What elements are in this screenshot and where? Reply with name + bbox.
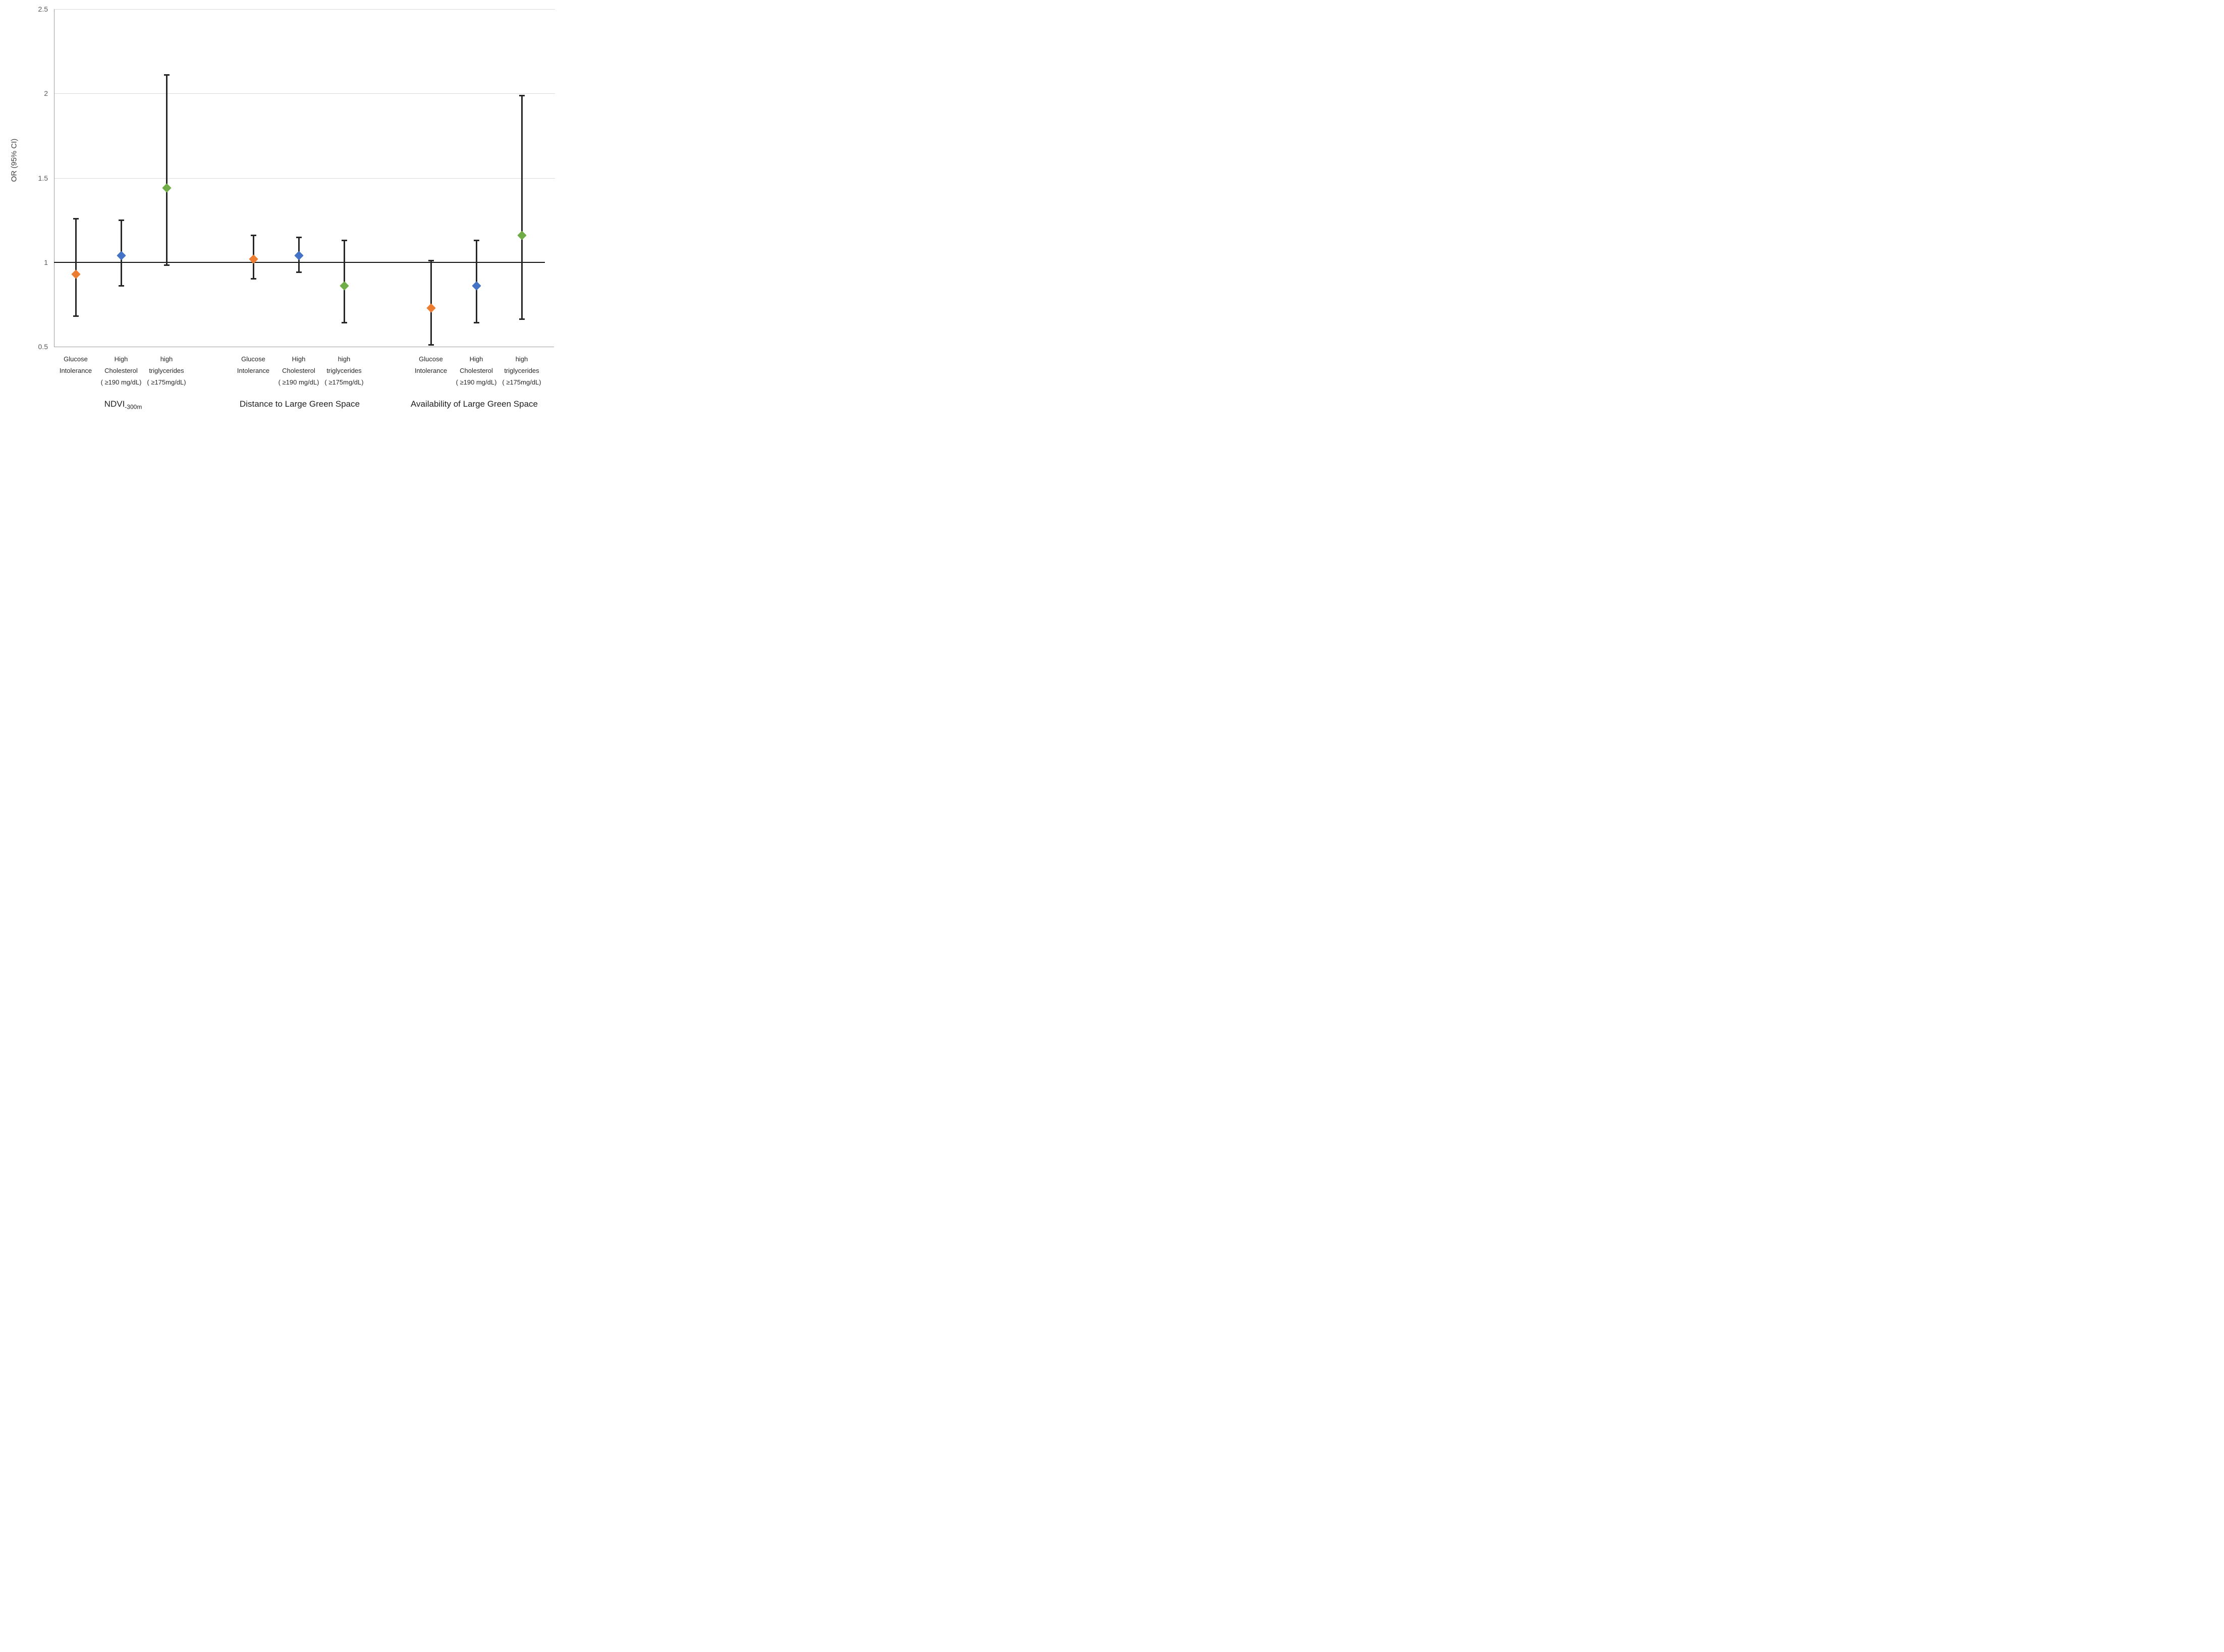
y-tick-label: 2.5 xyxy=(38,5,48,13)
error-bar-cap-top xyxy=(342,240,347,242)
category-label-line: triglycerides xyxy=(504,367,539,374)
category-label-line: Intolerance xyxy=(59,367,92,374)
category-label: Glucose Intolerance xyxy=(224,353,283,376)
category-label-line: ( ≥190 mg/dL) xyxy=(100,378,142,386)
category-label: High Cholesterol ( ≥190 mg/dL) xyxy=(447,353,506,388)
category-label-line: triglycerides xyxy=(149,367,184,374)
error-bar-cap-top xyxy=(519,94,525,96)
error-bar-cap-bottom xyxy=(73,315,79,317)
category-label-line: ( ≥175mg/dL) xyxy=(502,378,541,386)
error-bar-cap-top xyxy=(251,235,256,237)
group-axis-label: Distance to Large Green Space xyxy=(214,399,385,409)
error-bar xyxy=(75,218,77,316)
category-label-line: Glucose xyxy=(241,355,265,363)
error-bar-cap-bottom xyxy=(164,264,170,266)
category-label: High Cholesterol ( ≥190 mg/dL) xyxy=(269,353,328,388)
y-tick-label: 0.5 xyxy=(38,343,48,351)
or-marker-diamond xyxy=(161,183,172,193)
category-label: High Cholesterol ( ≥190 mg/dL) xyxy=(91,353,151,388)
category-label-line: Glucose xyxy=(419,355,443,363)
error-bar xyxy=(166,75,168,266)
forest-plot-figure: OR (95% CI) 2.5 2 1.5 1 0.5 Glucose Intoleranc… xyxy=(0,0,556,413)
error-bar-cap-top xyxy=(119,219,124,222)
error-bar-cap-top xyxy=(428,260,434,262)
y-tick-label: 2 xyxy=(44,89,48,98)
category-label: Glucose Intolerance xyxy=(401,353,461,376)
error-bar-cap-top xyxy=(73,217,79,219)
category-label-line: Cholesterol xyxy=(282,367,315,374)
error-bar-cap-bottom xyxy=(251,278,256,280)
error-bar-cap-top xyxy=(296,236,302,238)
group-axis-label-text: Availability of Large Green Space xyxy=(410,399,538,409)
error-bar-cap-bottom xyxy=(342,322,347,324)
gridline xyxy=(54,178,555,179)
or-marker-diamond xyxy=(116,251,126,260)
group-axis-label-subscript: -300m xyxy=(125,403,142,411)
category-label: high triglycerides ( ≥175mg/dL) xyxy=(492,353,551,388)
or-marker-diamond xyxy=(426,303,436,313)
error-bar-cap-bottom xyxy=(519,318,525,320)
category-label-line: High xyxy=(469,355,483,363)
category-label-line: High xyxy=(292,355,306,363)
gridline xyxy=(54,93,555,94)
plot-area: 2.5 2 1.5 1 0.5 Glucose Intolerance High Cholest… xyxy=(0,0,556,413)
category-label-line: triglycerides xyxy=(326,367,362,374)
category-label-line: ( ≥175mg/dL) xyxy=(147,378,186,386)
category-label-line: ( ≥190 mg/dL) xyxy=(278,378,319,386)
category-label-line: Cholesterol xyxy=(104,367,138,374)
category-label: high triglycerides ( ≥175mg/dL) xyxy=(314,353,374,388)
category-label-line: Intolerance xyxy=(237,367,270,374)
category-label-line: Glucose xyxy=(64,355,88,363)
or-marker-diamond xyxy=(339,281,349,291)
group-axis-label-text: Distance to Large Green Space xyxy=(239,399,360,409)
y-tick-label: 1.5 xyxy=(38,174,48,182)
category-label-line: ( ≥190 mg/dL) xyxy=(456,378,497,386)
category-label-line: High xyxy=(114,355,128,363)
group-axis-label-text: NDVI xyxy=(104,399,125,409)
or-marker-diamond xyxy=(471,281,481,291)
category-label-line: Cholesterol xyxy=(460,367,493,374)
error-bar-cap-bottom xyxy=(428,344,434,346)
error-bar xyxy=(430,260,432,345)
error-bar xyxy=(521,95,523,320)
group-axis-label: NDVI-300m xyxy=(37,399,209,410)
y-tick-label: 1 xyxy=(44,258,48,266)
category-label-line: Intolerance xyxy=(414,367,448,374)
category-label: Glucose Intolerance xyxy=(46,353,105,376)
category-label-line: high xyxy=(160,355,173,363)
error-bar-cap-top xyxy=(164,74,170,76)
category-label: high triglycerides ( ≥175mg/dL) xyxy=(137,353,196,388)
error-bar-cap-bottom xyxy=(296,271,302,273)
group-axis-label: Availability of Large Green Space xyxy=(388,399,560,409)
or-marker-diamond xyxy=(294,251,304,260)
error-bar-cap-bottom xyxy=(119,285,124,287)
error-bar-cap-top xyxy=(474,240,479,242)
category-label-line: high xyxy=(515,355,528,363)
error-bar-cap-bottom xyxy=(474,322,479,324)
gridline xyxy=(54,9,555,10)
category-label-line: ( ≥175mg/dL) xyxy=(324,378,364,386)
or-marker-diamond xyxy=(517,231,527,240)
category-label-line: high xyxy=(338,355,351,363)
or-marker-diamond xyxy=(71,269,81,279)
